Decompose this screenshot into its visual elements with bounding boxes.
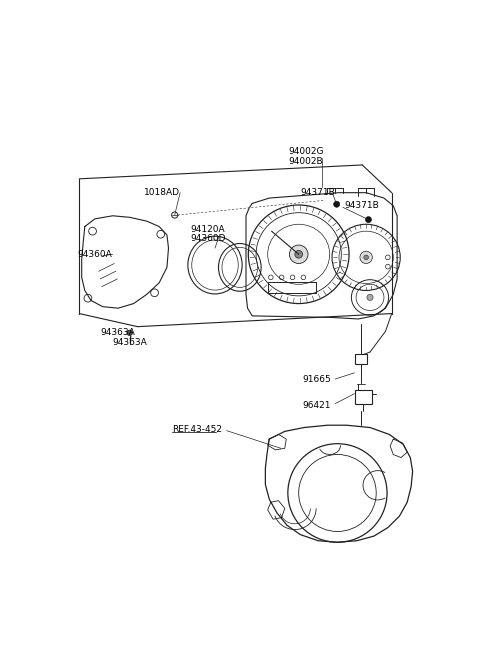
Circle shape xyxy=(364,255,369,260)
Bar xyxy=(355,354,367,363)
Circle shape xyxy=(365,216,372,222)
Text: 96421: 96421 xyxy=(302,401,331,411)
Circle shape xyxy=(295,251,302,258)
Text: 94360A: 94360A xyxy=(77,250,112,258)
Text: 1018AD: 1018AD xyxy=(144,188,180,197)
Bar xyxy=(355,390,372,403)
Circle shape xyxy=(367,295,373,300)
Circle shape xyxy=(127,330,132,335)
Text: 94120A: 94120A xyxy=(190,225,225,234)
Circle shape xyxy=(360,251,372,264)
Circle shape xyxy=(289,245,308,264)
Text: 91665: 91665 xyxy=(302,375,331,384)
Text: 94002B: 94002B xyxy=(288,157,323,165)
Text: 94371B: 94371B xyxy=(300,188,335,197)
Text: 94360D: 94360D xyxy=(190,234,226,243)
Text: REF.43-452: REF.43-452 xyxy=(172,424,222,434)
Text: 94002G: 94002G xyxy=(288,148,324,156)
Text: 94363A: 94363A xyxy=(113,338,147,347)
Circle shape xyxy=(334,201,340,207)
Bar xyxy=(268,282,316,293)
Text: 94363A: 94363A xyxy=(100,328,135,337)
Text: 94371B: 94371B xyxy=(345,201,379,211)
